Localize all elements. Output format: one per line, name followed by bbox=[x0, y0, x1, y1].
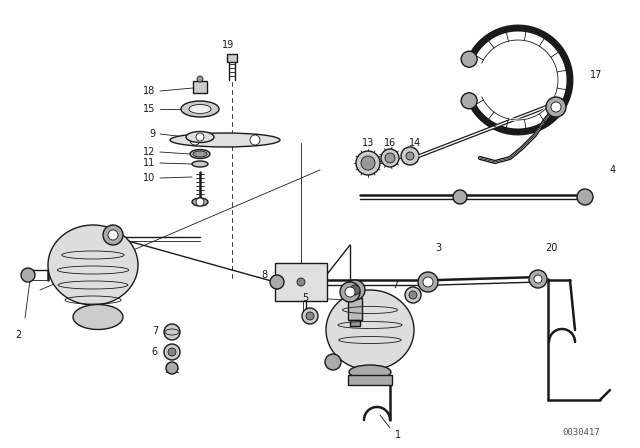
Circle shape bbox=[164, 344, 180, 360]
Ellipse shape bbox=[181, 101, 219, 117]
Text: 3: 3 bbox=[435, 243, 441, 253]
Circle shape bbox=[577, 189, 593, 205]
Text: 20: 20 bbox=[545, 243, 557, 253]
Text: 18: 18 bbox=[143, 86, 155, 96]
Text: 9: 9 bbox=[149, 129, 155, 139]
Circle shape bbox=[551, 102, 561, 112]
Ellipse shape bbox=[170, 133, 280, 147]
Circle shape bbox=[345, 287, 355, 297]
Text: 19: 19 bbox=[222, 40, 234, 50]
Circle shape bbox=[250, 135, 260, 145]
Circle shape bbox=[103, 225, 123, 245]
Circle shape bbox=[356, 151, 380, 175]
Ellipse shape bbox=[48, 225, 138, 305]
Text: 17: 17 bbox=[590, 70, 602, 80]
Circle shape bbox=[325, 354, 341, 370]
Bar bbox=[348, 298, 362, 320]
Bar bbox=[350, 320, 360, 326]
Circle shape bbox=[453, 190, 467, 204]
Circle shape bbox=[340, 282, 360, 302]
Circle shape bbox=[108, 230, 118, 240]
Circle shape bbox=[529, 270, 547, 288]
Text: 12: 12 bbox=[143, 147, 155, 157]
Bar bbox=[275, 263, 327, 301]
Circle shape bbox=[423, 277, 433, 287]
Circle shape bbox=[546, 97, 566, 117]
Text: 15: 15 bbox=[143, 104, 155, 114]
Circle shape bbox=[461, 93, 477, 109]
Text: 1: 1 bbox=[395, 430, 401, 440]
Text: 7: 7 bbox=[152, 326, 158, 336]
Circle shape bbox=[166, 362, 178, 374]
Text: 10: 10 bbox=[143, 173, 155, 183]
Circle shape bbox=[196, 198, 204, 206]
Circle shape bbox=[461, 51, 477, 67]
Circle shape bbox=[168, 348, 176, 356]
Bar bbox=[227, 54, 237, 62]
Bar bbox=[348, 375, 392, 385]
Circle shape bbox=[302, 308, 318, 324]
Text: 5: 5 bbox=[301, 293, 308, 303]
Text: 16: 16 bbox=[384, 138, 396, 148]
Circle shape bbox=[297, 278, 305, 286]
Text: 11: 11 bbox=[143, 158, 155, 168]
Text: 2: 2 bbox=[15, 330, 21, 340]
Circle shape bbox=[406, 152, 414, 160]
Circle shape bbox=[345, 280, 365, 300]
Ellipse shape bbox=[192, 198, 208, 206]
Text: 14: 14 bbox=[409, 138, 421, 148]
Circle shape bbox=[190, 135, 200, 145]
Ellipse shape bbox=[193, 151, 207, 157]
Ellipse shape bbox=[349, 365, 391, 379]
Circle shape bbox=[306, 312, 314, 320]
Circle shape bbox=[164, 324, 180, 340]
Circle shape bbox=[385, 153, 395, 163]
Circle shape bbox=[405, 287, 421, 303]
Text: 7: 7 bbox=[392, 280, 398, 290]
Text: 13: 13 bbox=[362, 138, 374, 148]
Bar bbox=[193, 81, 207, 93]
Circle shape bbox=[197, 76, 203, 82]
Ellipse shape bbox=[189, 104, 211, 113]
Circle shape bbox=[361, 156, 375, 170]
Circle shape bbox=[196, 133, 204, 141]
Circle shape bbox=[21, 268, 35, 282]
Ellipse shape bbox=[186, 132, 214, 142]
Text: 0030417: 0030417 bbox=[562, 427, 600, 436]
Text: 4: 4 bbox=[610, 165, 616, 175]
Ellipse shape bbox=[326, 290, 414, 370]
Text: 8: 8 bbox=[262, 270, 268, 280]
Circle shape bbox=[381, 149, 399, 167]
Circle shape bbox=[418, 272, 438, 292]
Circle shape bbox=[401, 147, 419, 165]
Circle shape bbox=[270, 275, 284, 289]
Circle shape bbox=[350, 285, 360, 295]
Ellipse shape bbox=[192, 161, 208, 167]
Circle shape bbox=[409, 291, 417, 299]
Ellipse shape bbox=[73, 305, 123, 329]
Circle shape bbox=[534, 275, 542, 283]
Text: 6: 6 bbox=[152, 347, 158, 357]
Ellipse shape bbox=[190, 150, 210, 159]
